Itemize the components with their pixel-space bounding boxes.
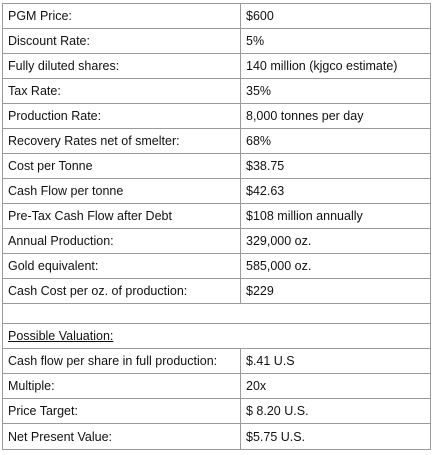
row-value: 5% <box>246 34 265 48</box>
row-value: $42.63 <box>246 184 285 198</box>
row-value: $600 <box>246 9 274 23</box>
row-label: Tax Rate: <box>3 79 241 103</box>
row-label: Cost per Tonne <box>3 154 241 178</box>
row-label: Net Present Value: <box>3 424 241 449</box>
row-value: 329,000 oz. <box>246 234 312 248</box>
row-label: PGM Price: <box>3 4 241 28</box>
row-label: Production Rate: <box>3 104 241 128</box>
row-label: Annual Production: <box>3 229 241 253</box>
section-header: Possible Valuation: <box>8 329 114 343</box>
table-row: Cash Cost per oz. of production: $229 <box>3 279 430 304</box>
row-value: $ 8.20 U.S. <box>246 404 309 418</box>
table-row: Fully diluted shares: 140 million (kjgco… <box>3 54 430 79</box>
spacer-row <box>3 304 430 324</box>
table-row: Discount Rate: 5% <box>3 29 430 54</box>
table-row: Cash Flow per tonne $42.63 <box>3 179 430 204</box>
row-label: Gold equivalent: <box>3 254 241 278</box>
row-value: 140 million (kjgco estimate) <box>246 59 398 73</box>
row-value: $108 million annually <box>246 209 363 223</box>
row-value: 68% <box>246 134 272 148</box>
table-row: Gold equivalent: 585,000 oz. <box>3 254 430 279</box>
row-value: $.41 U.S <box>246 354 295 368</box>
row-label: Discount Rate: <box>3 29 241 53</box>
row-value: $5.75 U.S. <box>246 429 306 444</box>
valuation-table: PGM Price: $600 Discount Rate: 5% Fully … <box>2 3 431 450</box>
row-label: Price Target: <box>3 399 241 423</box>
row-label: Cash Cost per oz. of production: <box>3 279 241 303</box>
table-row: Net Present Value: $5.75 U.S. <box>3 424 430 449</box>
table-row: Cash flow per share in full production: … <box>3 349 430 374</box>
row-label: Multiple: <box>3 374 241 398</box>
row-label: Fully diluted shares: <box>3 54 241 78</box>
row-label: Cash Flow per tonne <box>3 179 241 203</box>
row-label: Recovery Rates net of smelter: <box>3 129 241 153</box>
table-row: Pre-Tax Cash Flow after Debt $108 millio… <box>3 204 430 229</box>
row-value: 20x <box>246 379 267 393</box>
table-row: Production Rate: 8,000 tonnes per day <box>3 104 430 129</box>
row-value: 8,000 tonnes per day <box>246 109 364 123</box>
table-row: Recovery Rates net of smelter: 68% <box>3 129 430 154</box>
table-row: Annual Production: 329,000 oz. <box>3 229 430 254</box>
table-row: Tax Rate: 35% <box>3 79 430 104</box>
table-row: Cost per Tonne $38.75 <box>3 154 430 179</box>
table-row: Multiple: 20x <box>3 374 430 399</box>
section-header-row: Possible Valuation: <box>3 324 430 349</box>
row-value: 585,000 oz. <box>246 259 312 273</box>
table-row: Price Target: $ 8.20 U.S. <box>3 399 430 424</box>
row-value: $38.75 <box>246 159 285 173</box>
row-label: Cash flow per share in full production: <box>3 349 241 373</box>
row-value: 35% <box>246 84 272 98</box>
table-row: PGM Price: $600 <box>3 4 430 29</box>
row-label: Pre-Tax Cash Flow after Debt <box>3 204 241 228</box>
row-value: $229 <box>246 284 274 298</box>
